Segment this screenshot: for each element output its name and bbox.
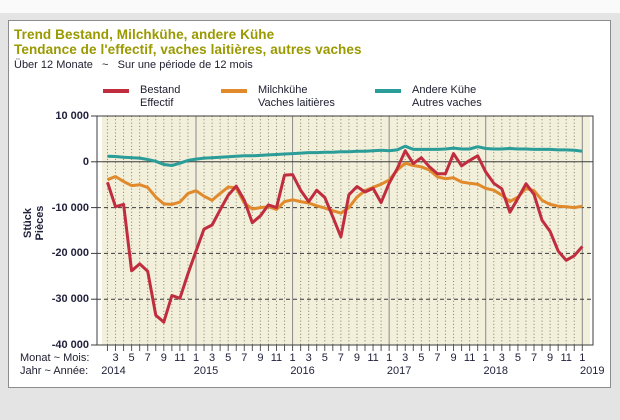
legend-label-line1: Milchkühe [258,84,308,96]
y-tick-label: -20 000 [51,247,89,260]
month-tick-label: 3 [112,352,119,364]
legend-label-line2: Autres vaches [412,96,482,109]
year-row-label: Jahr ~ Année: [20,365,89,377]
andere-kuehe-line-swatch [375,89,401,93]
milchkuehe-line-swatch [221,89,247,93]
month-tick-label: 3 [209,352,216,364]
month-tick-label: 9 [160,352,167,364]
month-tick-label: 9 [353,352,361,364]
legend-item-andere-kuehe: Andere Kühe Autres vaches [375,84,482,109]
month-tick-label: 11 [270,352,283,364]
month-tick-label: 5 [514,352,521,364]
year-label: 2019 [580,365,605,377]
month-tick-label: 5 [418,352,425,364]
plot-background [102,116,590,345]
month-tick-label: 9 [257,352,264,364]
chart-subtitle: Über 12 Monate ~ Sur une période de 12 m… [14,59,253,71]
month-tick-label: 9 [450,352,457,364]
chart-title-german: Trend Bestand, Milchkühe, andere Kühe [14,27,275,42]
month-row-label: Monat ~ Mois: [20,352,90,364]
month-tick-label: 5 [321,352,328,364]
month-tick-label: 11 [560,352,572,364]
series-line-bestand [106,149,584,324]
chart-title-french: Tendance de l'effectif, vaches laitières… [14,42,362,57]
y-tick-label: 0 [82,155,89,168]
legend-label-line1: Bestand [140,84,181,96]
month-tick-label: 1 [192,352,200,364]
y-tick-label: -40 000 [51,339,89,351]
month-tick-label: 3 [305,352,312,364]
month-tick-label: 5 [225,352,232,364]
legend-label-line1: Andere Kühe [412,84,477,96]
legend-label-line2: Vaches laitières [258,96,335,109]
month-tick-label: 5 [128,352,135,364]
legend-label-line2: Effectif [140,96,174,109]
legend-label: Bestand Effectif [140,84,180,109]
year-label: 2015 [193,365,219,377]
month-tick-label: 7 [434,352,441,364]
legend-label: Andere Kühe Autres vaches [412,84,482,109]
year-label: 2017 [386,365,412,377]
plot-border [96,115,594,346]
legend-item-bestand: Bestand Effectif [103,84,180,109]
year-label: 2016 [290,365,315,377]
year-label: 2014 [101,365,126,377]
top-margin [0,0,620,13]
month-tick-label: 1 [386,352,393,364]
bestand-line-swatch [103,89,129,93]
month-tick-label: 7 [530,352,538,364]
month-tick-label: 7 [337,352,344,364]
month-tick-label: 11 [174,352,186,364]
month-tick-label: 7 [144,352,151,364]
month-tick-label: 9 [547,352,554,364]
legend-label: Milchkühe Vaches laitières [258,84,335,109]
legend-item-milchkuehe: Milchkühe Vaches laitières [221,84,335,109]
month-tick-label: 1 [579,352,586,364]
y-tick-label: 10 000 [55,110,89,122]
month-tick-label: 3 [402,352,409,364]
y-tick-label: -10 000 [51,201,89,214]
month-tick-label: 1 [482,352,489,364]
month-tick-label: 7 [241,352,248,364]
series-line-andere-kuehe [107,144,583,167]
month-tick-label: 3 [498,352,505,364]
year-label: 2018 [483,365,508,377]
month-tick-label: 11 [463,352,476,364]
month-tick-label: 1 [289,352,296,364]
month-tick-label: 11 [367,352,379,364]
y-tick-label: -30 000 [51,293,89,306]
